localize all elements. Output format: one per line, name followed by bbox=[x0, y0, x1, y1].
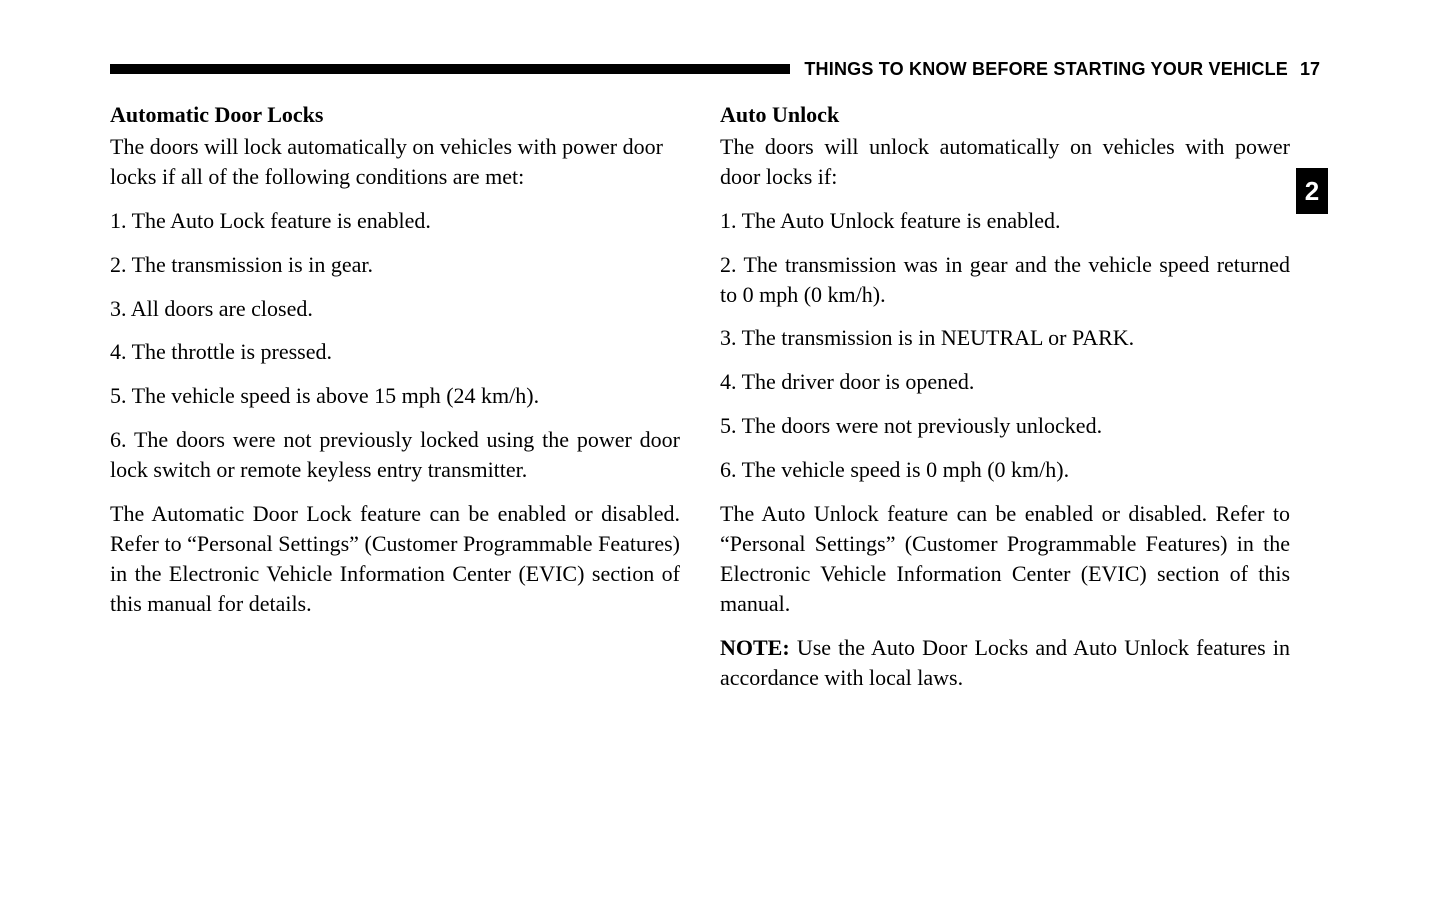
left-intro: The doors will lock automatically on veh… bbox=[110, 132, 680, 192]
list-item: 1. The Auto Lock feature is enabled. bbox=[110, 206, 680, 236]
note-label: NOTE: bbox=[720, 635, 790, 660]
list-item: 6. The doors were not previously locked … bbox=[110, 425, 680, 485]
section-tab-label: 2 bbox=[1305, 176, 1319, 207]
list-item: 5. The vehicle speed is above 15 mph (24… bbox=[110, 381, 680, 411]
list-item: 2. The transmission is in gear. bbox=[110, 250, 680, 280]
note-body: Use the Auto Door Locks and Auto Unlock … bbox=[720, 635, 1290, 690]
right-closing: The Auto Unlock feature can be enabled o… bbox=[720, 499, 1290, 619]
left-column: Automatic Door Locks The doors will lock… bbox=[110, 100, 680, 707]
section-title: THINGS TO KNOW BEFORE STARTING YOUR VEHI… bbox=[790, 59, 1288, 80]
list-item: 5. The doors were not previously unlocke… bbox=[720, 411, 1290, 441]
list-item: 3. All doors are closed. bbox=[110, 294, 680, 324]
page-number: 17 bbox=[1288, 59, 1320, 80]
content-columns: Automatic Door Locks The doors will lock… bbox=[110, 100, 1320, 707]
header-rule-bar bbox=[110, 64, 790, 74]
note-paragraph: NOTE: Use the Auto Door Locks and Auto U… bbox=[720, 633, 1290, 693]
list-item: 6. The vehicle speed is 0 mph (0 km/h). bbox=[720, 455, 1290, 485]
left-heading: Automatic Door Locks bbox=[110, 100, 680, 130]
list-item: 1. The Auto Unlock feature is enabled. bbox=[720, 206, 1290, 236]
list-item: 3. The transmission is in NEUTRAL or PAR… bbox=[720, 323, 1290, 353]
left-closing: The Automatic Door Lock feature can be e… bbox=[110, 499, 680, 619]
right-column: Auto Unlock The doors will unlock automa… bbox=[720, 100, 1290, 707]
list-item: 4. The driver door is opened. bbox=[720, 367, 1290, 397]
list-item: 4. The throttle is pressed. bbox=[110, 337, 680, 367]
right-intro: The doors will unlock automatically on v… bbox=[720, 132, 1290, 192]
right-heading: Auto Unlock bbox=[720, 100, 1290, 130]
manual-page: THINGS TO KNOW BEFORE STARTING YOUR VEHI… bbox=[110, 60, 1320, 707]
list-item: 2. The transmission was in gear and the … bbox=[720, 250, 1290, 310]
section-tab: 2 bbox=[1296, 168, 1328, 214]
page-header: THINGS TO KNOW BEFORE STARTING YOUR VEHI… bbox=[110, 60, 1320, 78]
